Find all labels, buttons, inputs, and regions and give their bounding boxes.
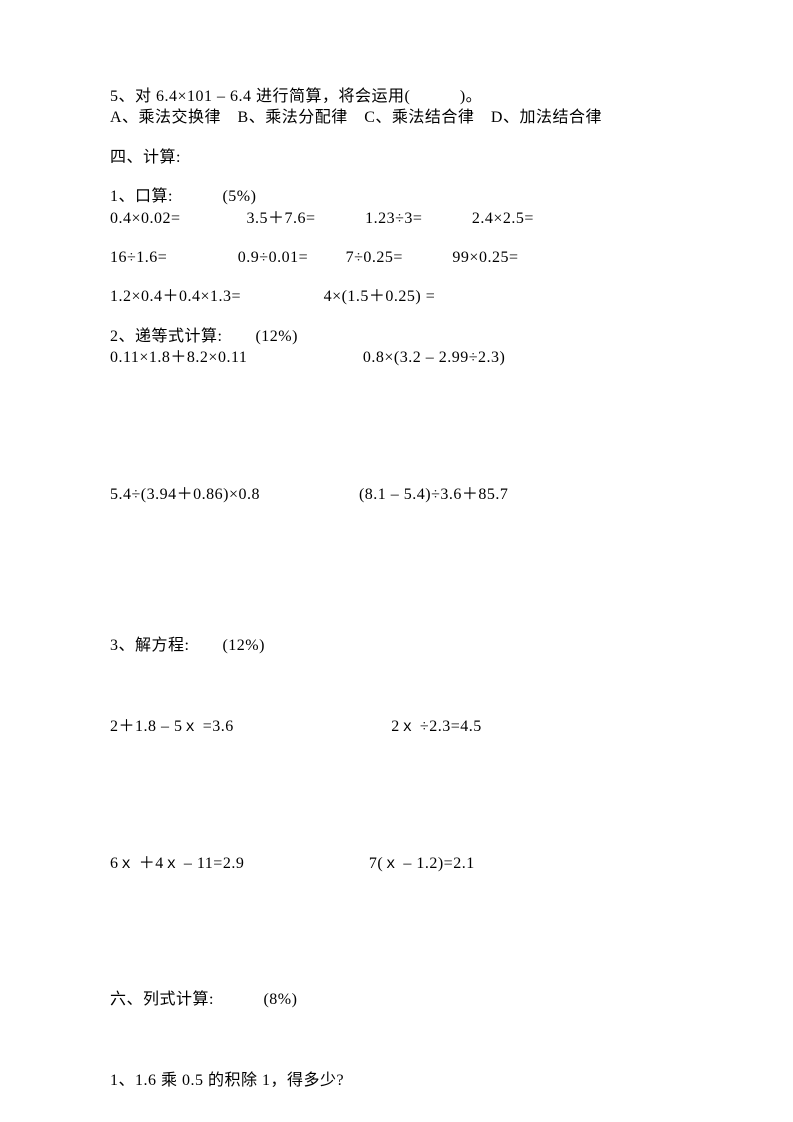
s4-p1-title: 1、口算: (5%) <box>110 188 683 206</box>
var-x: ｘ <box>164 855 180 872</box>
section6-title: 六、列式计算: (8%) <box>110 991 683 1009</box>
s4-p3-row2: 6ｘ ＋4ｘ – 11=2.9 7(ｘ – 1.2)=2.1 <box>110 855 683 873</box>
section4-title: 四、计算: <box>110 149 683 167</box>
q5-text: 5、对 6.4×101 – 6.4 进行简算，将会运用( )。 <box>110 88 683 106</box>
s4-p3-title: 3、解方程: (12%) <box>110 637 683 655</box>
var-x: ｘ <box>183 718 199 735</box>
var-x: ｘ <box>383 855 399 872</box>
var-x: ｘ <box>400 718 416 735</box>
s4-p2-row1: 0.11×1.8＋8.2×0.11 0.8×(3.2 – 2.99÷2.3) <box>110 349 683 367</box>
s4-p1-row1: 0.4×0.02= 3.5＋7.6= 1.23÷3= 2.4×2.5= <box>110 210 683 228</box>
s4-p2-row2: 5.4÷(3.94＋0.86)×0.8 (8.1 – 5.4)÷3.6＋85.7 <box>110 486 683 504</box>
s4-p1-row2: 16÷1.6= 0.9÷0.01= 7÷0.25= 99×0.25= <box>110 249 683 267</box>
q5-options: A、乘法交换律 B、乘法分配律 C、乘法结合律 D、加法结合律 <box>110 109 683 127</box>
s4-p2-title: 2、递等式计算: (12%) <box>110 328 683 346</box>
s4-p1-row3: 1.2×0.4＋0.4×1.3= 4×(1.5＋0.25) = <box>110 288 683 306</box>
s4-p3-row1: 2＋1.8 – 5ｘ =3.6 2ｘ ÷2.3=4.5 <box>110 718 683 736</box>
page-content: 5、对 6.4×101 – 6.4 进行简算，将会运用( )。 A、乘法交换律 … <box>0 0 793 1091</box>
var-x: ｘ <box>119 855 135 872</box>
s6-q1: 1、1.6 乘 0.5 的积除 1，得多少? <box>110 1072 683 1090</box>
